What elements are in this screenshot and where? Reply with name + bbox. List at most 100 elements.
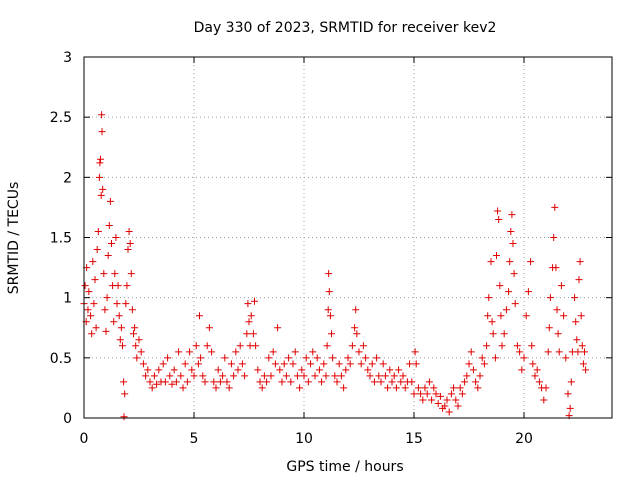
data-point xyxy=(384,384,392,392)
data-point xyxy=(458,390,466,398)
data-point xyxy=(491,354,499,362)
data-point xyxy=(115,312,123,320)
data-point xyxy=(540,396,548,404)
data-point xyxy=(243,330,251,338)
data-point xyxy=(417,390,425,398)
data-point xyxy=(511,300,519,308)
data-point xyxy=(507,227,515,235)
data-point xyxy=(164,354,172,362)
data-point xyxy=(373,354,381,362)
data-point xyxy=(208,348,216,356)
data-point xyxy=(133,354,141,362)
data-point xyxy=(112,234,120,241)
data-point xyxy=(456,384,464,392)
data-point xyxy=(249,330,257,338)
data-point xyxy=(325,270,333,278)
data-point xyxy=(447,390,455,398)
data-point xyxy=(322,372,330,380)
x-tick-label: 15 xyxy=(405,431,423,447)
data-point xyxy=(564,390,572,398)
data-point xyxy=(576,258,584,266)
data-point xyxy=(216,378,224,386)
chart-title: Day 330 of 2023, SRMTID for receiver kev… xyxy=(194,20,497,36)
data-point xyxy=(269,348,277,356)
y-tick-label: 3 xyxy=(63,50,72,66)
data-point xyxy=(488,318,496,326)
data-point xyxy=(423,390,431,398)
data-point xyxy=(188,366,196,374)
data-point xyxy=(313,354,321,362)
data-point xyxy=(362,354,370,362)
data-point xyxy=(333,378,341,386)
data-point xyxy=(159,360,167,368)
data-point xyxy=(478,354,486,362)
data-point xyxy=(120,413,128,421)
axis-ticks: 0 0.5 1 1.5 2 2.5 3 0 5 10 15 20 xyxy=(50,50,612,447)
data-point xyxy=(344,354,352,362)
data-point xyxy=(379,360,387,368)
data-point xyxy=(304,378,312,386)
data-point xyxy=(432,390,440,398)
data-point xyxy=(567,378,575,386)
data-point xyxy=(408,378,416,386)
data-point xyxy=(542,384,550,392)
y-tick-label: 2.5 xyxy=(50,110,72,126)
data-point xyxy=(579,360,587,368)
data-point xyxy=(203,342,211,350)
data-point xyxy=(495,215,503,223)
data-point xyxy=(153,380,161,388)
data-point xyxy=(146,378,154,386)
data-point xyxy=(419,396,427,404)
data-point xyxy=(357,360,365,368)
data-point xyxy=(210,378,218,386)
data-point xyxy=(353,330,361,338)
data-point xyxy=(560,312,568,320)
data-point xyxy=(128,306,136,314)
data-point xyxy=(106,197,114,205)
x-tick-label: 5 xyxy=(190,431,199,447)
data-point xyxy=(441,402,449,410)
data-point xyxy=(144,366,152,374)
data-point xyxy=(421,384,429,392)
data-point xyxy=(219,372,227,380)
data-point xyxy=(430,384,438,392)
data-point xyxy=(96,159,104,167)
data-point xyxy=(340,384,348,392)
data-point xyxy=(241,372,249,380)
data-point xyxy=(110,318,118,326)
data-point xyxy=(201,378,209,386)
data-point xyxy=(113,300,121,308)
data-point xyxy=(122,300,130,308)
data-point xyxy=(214,366,222,374)
data-point xyxy=(225,384,233,392)
data-point xyxy=(125,227,133,235)
data-point xyxy=(311,372,319,380)
data-point xyxy=(337,372,345,380)
data-point xyxy=(108,240,115,248)
data-point xyxy=(139,360,147,368)
data-point xyxy=(175,348,183,356)
data-point xyxy=(223,378,231,386)
data-point xyxy=(300,372,308,380)
data-point xyxy=(377,378,385,386)
data-point xyxy=(465,360,473,368)
data-point xyxy=(463,372,471,380)
data-point xyxy=(493,252,500,260)
data-point xyxy=(97,191,105,199)
y-tick-label: 0 xyxy=(63,411,72,427)
data-point xyxy=(494,207,502,215)
data-point xyxy=(105,221,113,229)
data-point xyxy=(375,372,383,380)
data-point xyxy=(506,258,514,266)
data-point xyxy=(370,378,378,386)
data-point xyxy=(97,155,104,163)
data-point xyxy=(190,372,198,380)
data-point xyxy=(557,282,565,290)
data-point xyxy=(454,402,462,410)
data-point xyxy=(487,258,495,266)
data-point xyxy=(476,372,484,380)
data-point xyxy=(126,240,134,248)
data-point xyxy=(87,312,95,320)
data-point xyxy=(287,378,295,386)
